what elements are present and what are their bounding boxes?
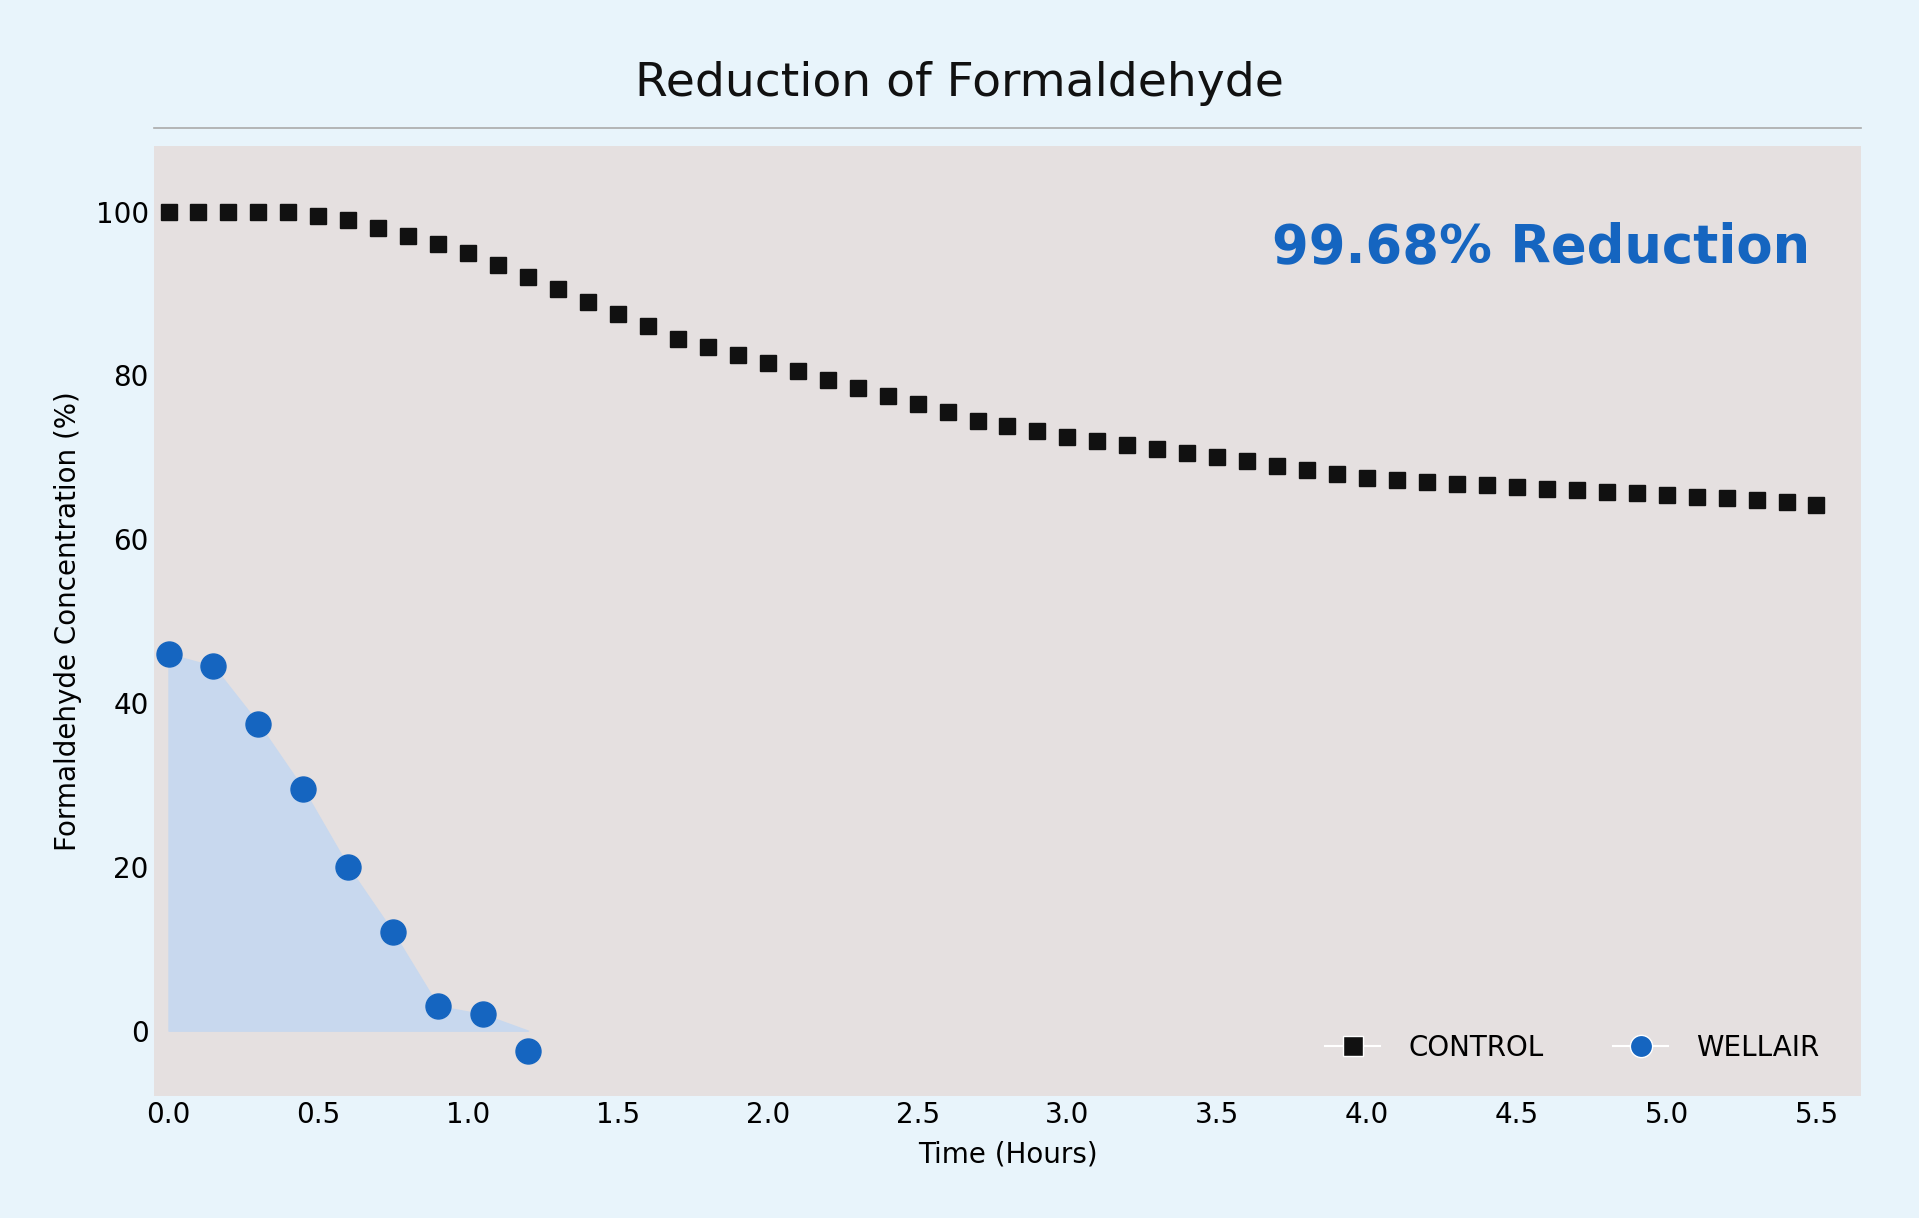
Y-axis label: Formaldehyde Concentration (%): Formaldehyde Concentration (%) (54, 391, 83, 851)
X-axis label: Time (Hours): Time (Hours) (917, 1140, 1098, 1168)
Text: 99.68% Reduction: 99.68% Reduction (1272, 222, 1810, 274)
Text: Reduction of Formaldehyde: Reduction of Formaldehyde (635, 61, 1284, 106)
Legend: CONTROL, WELLAIR: CONTROL, WELLAIR (1315, 1023, 1831, 1073)
